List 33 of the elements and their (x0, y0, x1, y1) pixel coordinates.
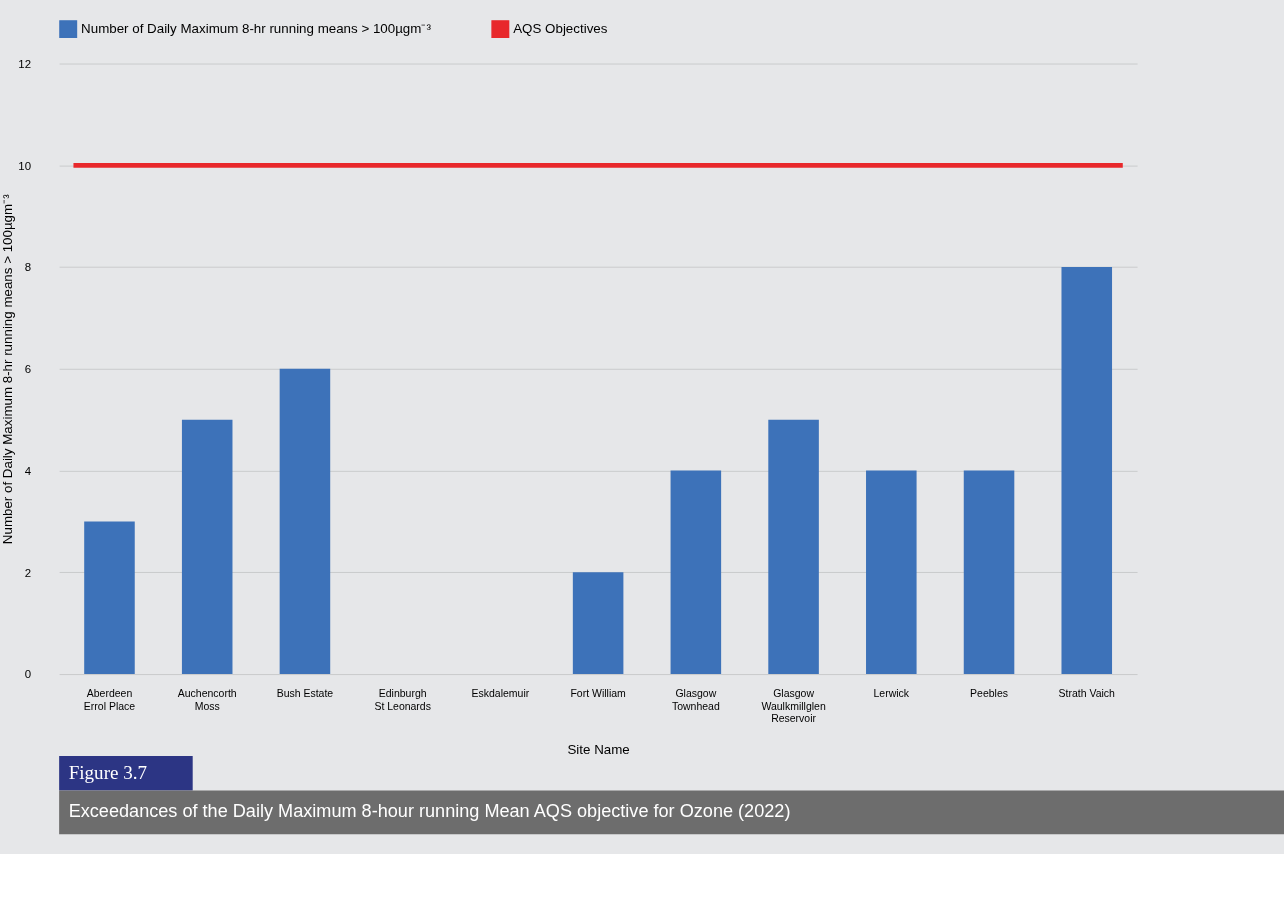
bar (279, 368, 331, 675)
bar (572, 572, 624, 675)
y-tick-label: 12 (18, 57, 31, 70)
x-tick-label: Auchencorth Moss (177, 688, 237, 712)
x-tick-label: Peebles (970, 688, 1008, 700)
x-tick-label: Glasgow Townhead (671, 688, 720, 712)
x-tick-label: Bush Estate (276, 688, 334, 700)
caption: Figure 3.7 (68, 762, 148, 783)
x-tick-label: Fort William (570, 688, 627, 700)
y-tick-label: 8 (24, 261, 31, 274)
x-axis-title: Site Name (567, 741, 630, 757)
y-tick-label: 6 (24, 363, 31, 376)
bar (670, 470, 722, 675)
x-tick-label: Aberdeen Errol Place (83, 688, 136, 712)
y-tick-label: 2 (24, 566, 31, 579)
x-tick-label: Strath Vaich (1058, 688, 1116, 700)
x-tick-label: Edinburgh St Leonards (374, 688, 431, 712)
bar (181, 419, 233, 675)
legend-label: Number of Daily Maximum 8-hr running means > 100µgm⁻³ (81, 20, 432, 36)
bar (963, 470, 1015, 675)
y-axis-title: Number of Daily Maximum 8-hr running means > 100µgm⁻³ (0, 193, 15, 545)
y-tick-label: 4 (24, 464, 32, 477)
bar (84, 521, 135, 675)
bar (866, 470, 917, 675)
y-tick-label: 0 (24, 668, 31, 681)
text: Exceedances of the Daily Maximum 8-hour running Mean AQS objective for Ozone (2022) (68, 801, 791, 822)
legend-label: AQS Objectives (513, 20, 608, 36)
y-tick-label: 10 (18, 159, 31, 172)
x-tick-label: Glasgow Waulkmillglen Reservoir (761, 688, 826, 725)
x-tick-label: Lerwick (873, 688, 910, 700)
bar (768, 419, 819, 675)
x-tick-label: Eskdalemuir (471, 688, 530, 700)
bar (1061, 267, 1113, 675)
